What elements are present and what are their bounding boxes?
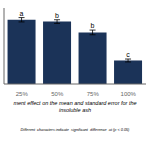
html-text:insoluble ash: insoluble ash — [58, 107, 91, 113]
svg-text:100%: 100% — [121, 91, 137, 96]
html-text:Different characters indicate: Different characters indicate significan… — [20, 128, 130, 132]
svg-text:a: a — [20, 10, 24, 17]
svg-text:25%: 25% — [16, 91, 29, 96]
svg-text:c: c — [126, 51, 130, 58]
svg-text:50%: 50% — [51, 91, 64, 96]
html-text:ment effect on the mean and st: ment effect on the mean and standard err… — [13, 100, 137, 106]
svg-text:75%: 75% — [87, 91, 100, 96]
svg-text:b: b — [91, 22, 95, 29]
svg-text:b: b — [55, 12, 59, 19]
